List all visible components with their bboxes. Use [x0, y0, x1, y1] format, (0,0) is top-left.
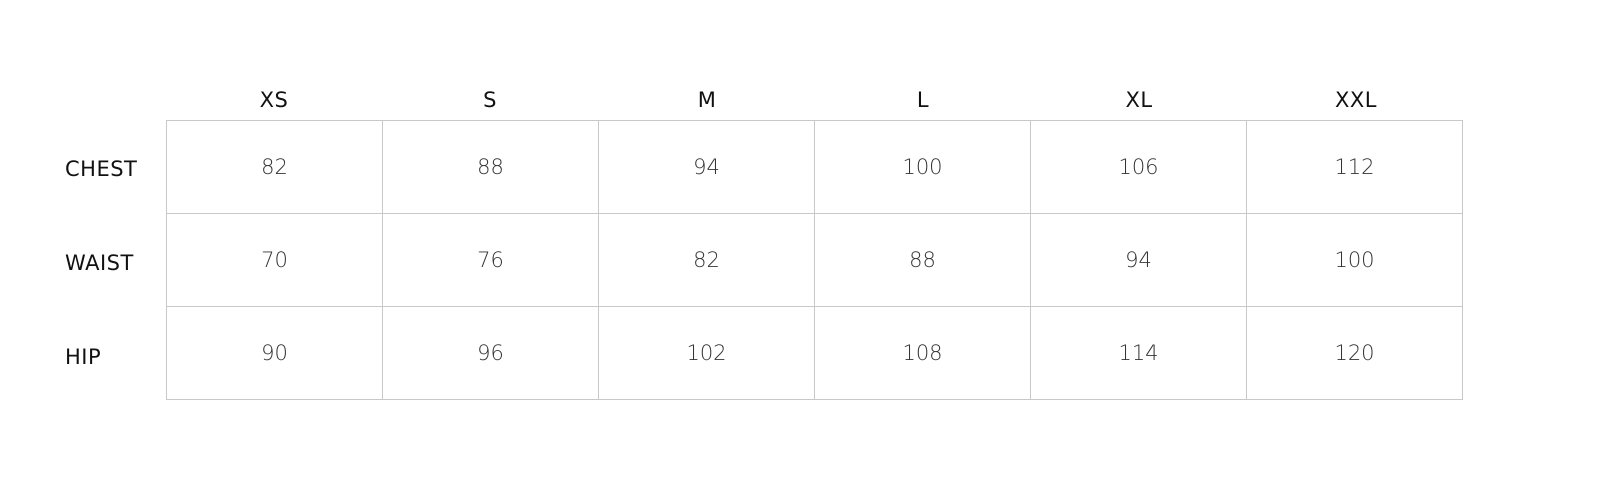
table-cell: 106	[1030, 120, 1247, 214]
table-cell: 94	[598, 120, 815, 214]
table-cell: 82	[598, 213, 815, 307]
table-cell: 88	[382, 120, 599, 214]
row-header: HIP	[65, 345, 102, 369]
table-cell: 102	[598, 306, 815, 400]
table-cell: 76	[382, 213, 599, 307]
size-header: S	[483, 88, 497, 112]
table-cell: 96	[382, 306, 599, 400]
size-header: XL	[1125, 88, 1153, 112]
table-cell: 120	[1246, 306, 1463, 400]
table-cell: 88	[814, 213, 1031, 307]
table-row: 90 96 102 108 114 120	[166, 306, 1463, 400]
table-cell: 94	[1030, 213, 1247, 307]
row-header: CHEST	[65, 157, 138, 181]
table-cell: 112	[1246, 120, 1463, 214]
table-row: 70 76 82 88 94 100	[166, 213, 1463, 307]
table-cell: 90	[166, 306, 383, 400]
table-cell: 82	[166, 120, 383, 214]
table-cell: 100	[814, 120, 1031, 214]
table-row: 82 88 94 100 106 112	[166, 120, 1463, 214]
table-cell: 108	[814, 306, 1031, 400]
size-chart-table: 82 88 94 100 106 112 70 76 82 88 94 100 …	[166, 120, 1463, 400]
size-header: XS	[259, 88, 289, 112]
row-header: WAIST	[65, 251, 134, 275]
size-header: L	[916, 88, 930, 112]
table-cell: 100	[1246, 213, 1463, 307]
table-cell: 114	[1030, 306, 1247, 400]
table-cell: 70	[166, 213, 383, 307]
size-header: XXL	[1335, 88, 1377, 112]
size-header: M	[697, 88, 717, 112]
